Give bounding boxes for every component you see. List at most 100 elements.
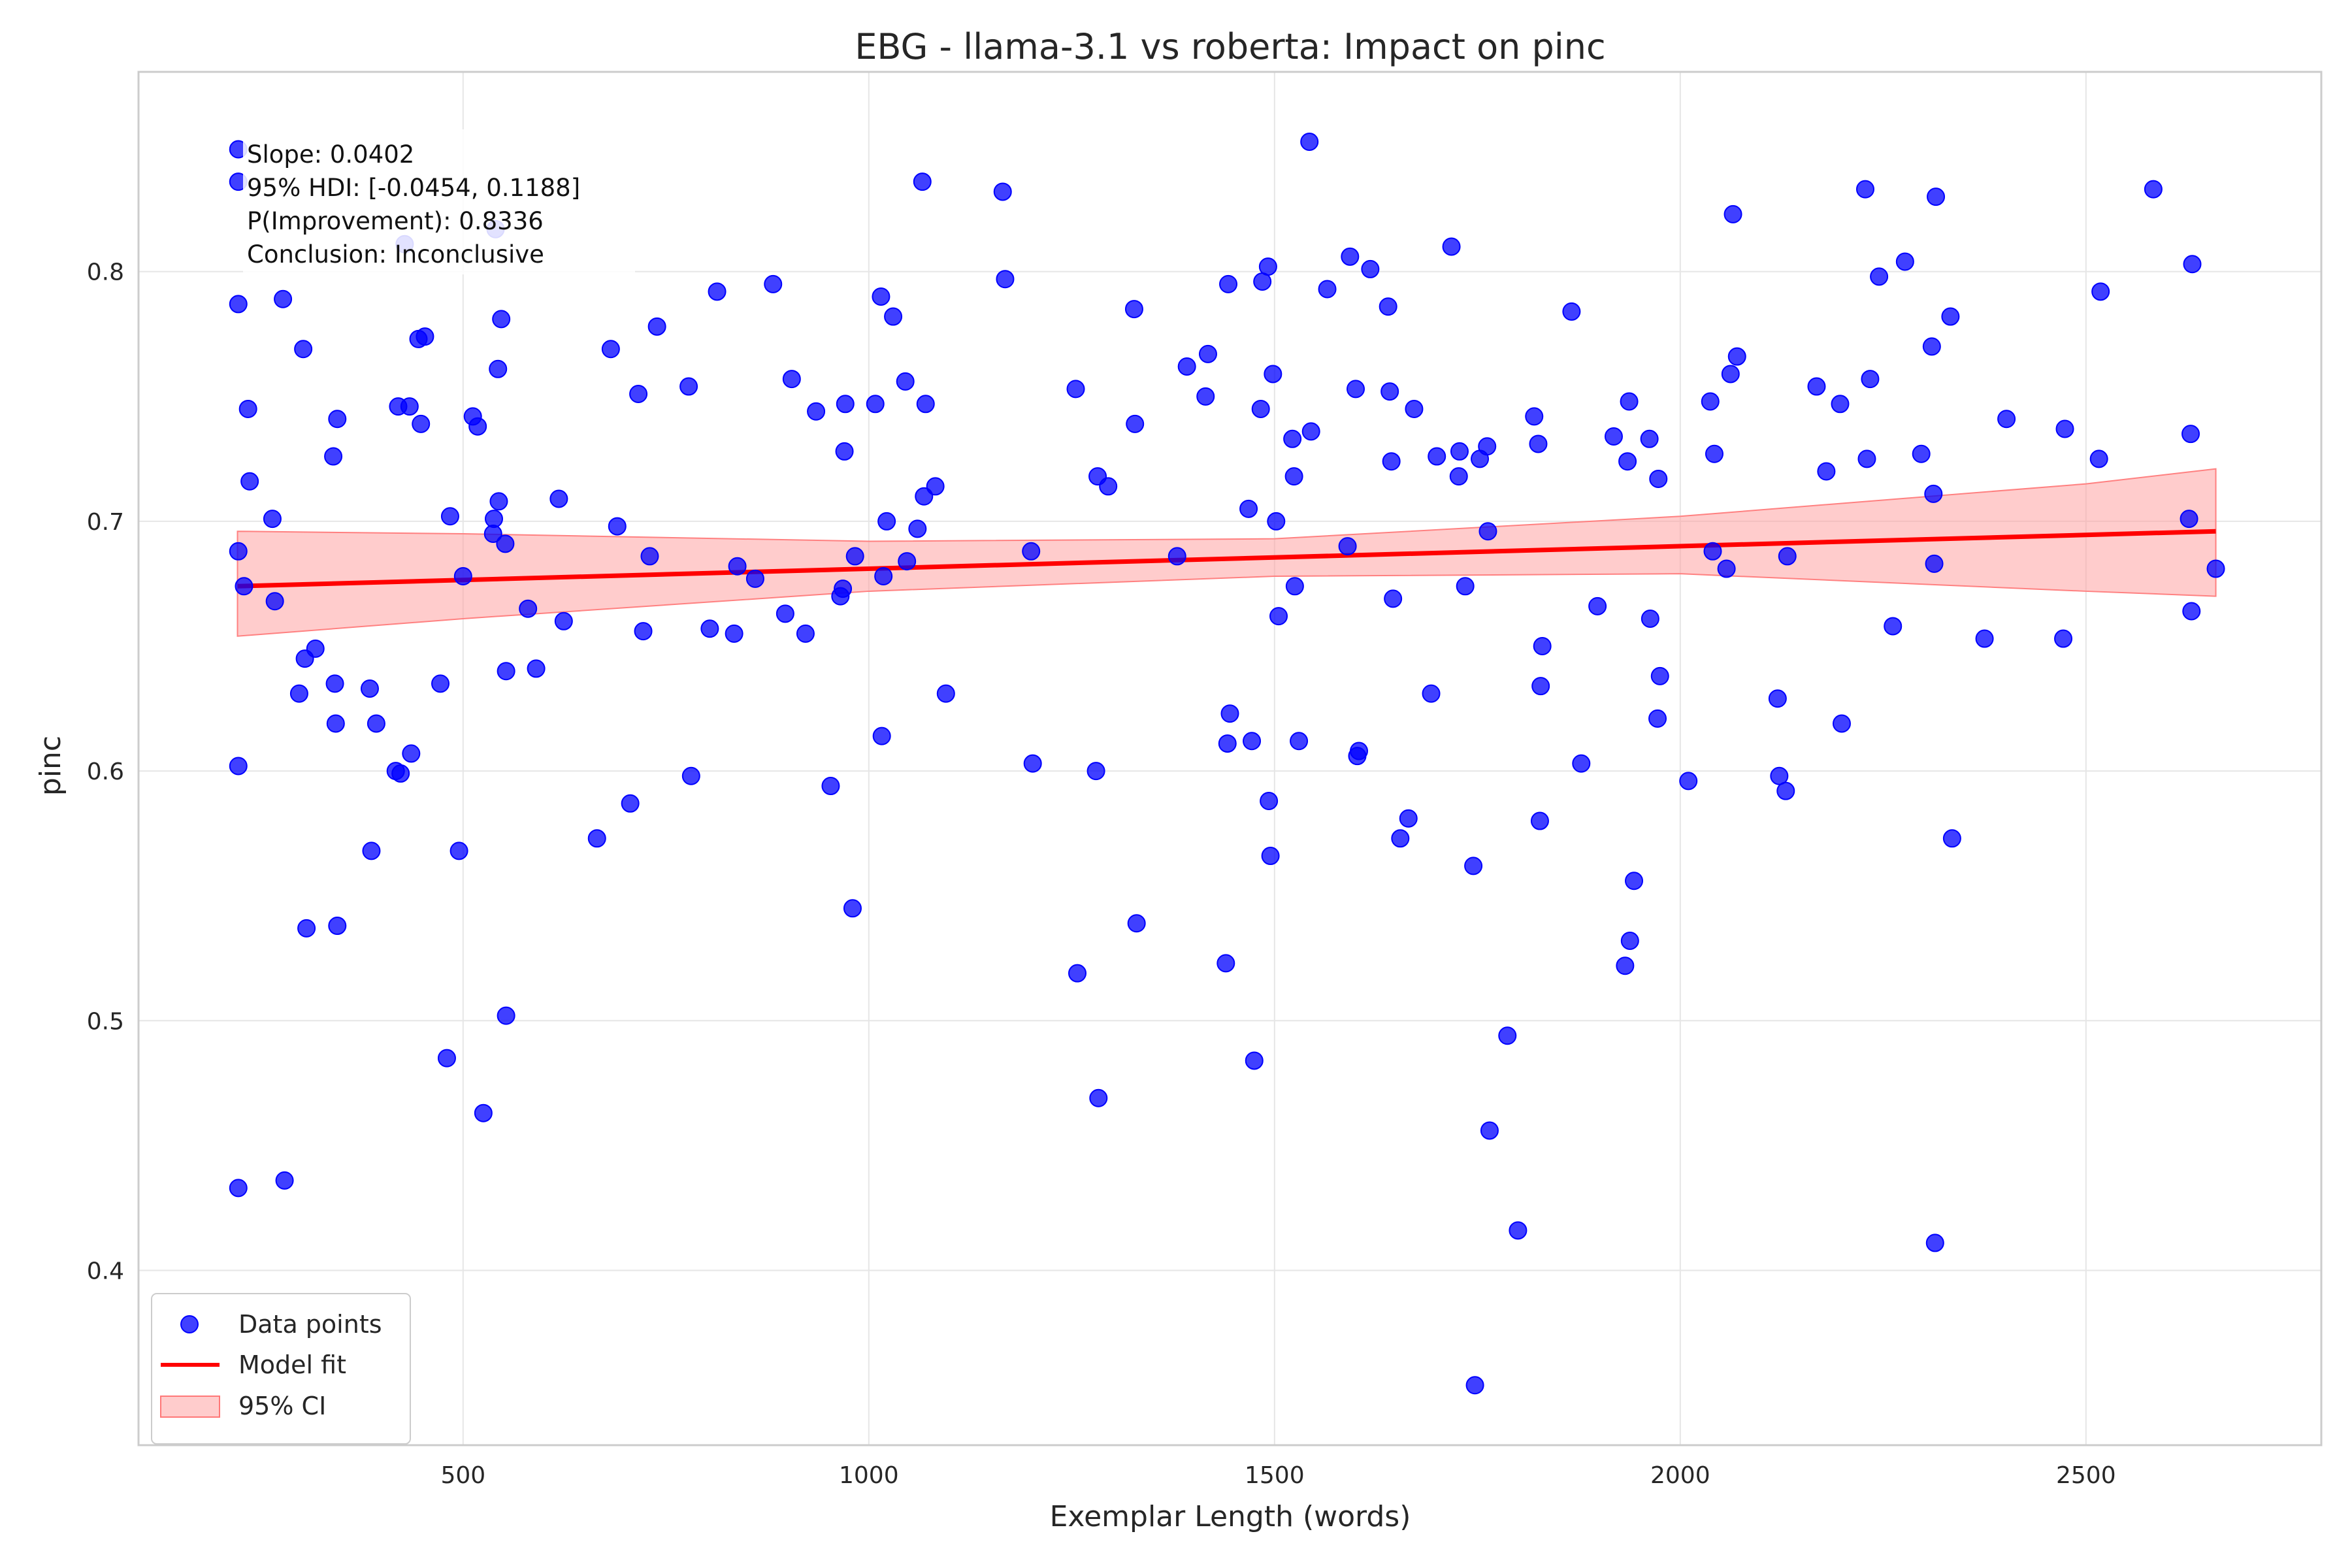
data-point — [1196, 387, 1215, 406]
data-point — [1776, 781, 1795, 800]
data-point — [325, 674, 344, 693]
data-point — [2206, 559, 2225, 578]
data-point — [908, 519, 927, 538]
data-point — [1831, 395, 1850, 414]
data-point — [877, 512, 896, 531]
data-point — [807, 402, 826, 421]
data-point — [1264, 365, 1282, 384]
data-point — [1620, 931, 1639, 950]
data-point — [1480, 1121, 1499, 1140]
data-point — [1391, 829, 1410, 848]
data-point — [1290, 732, 1309, 751]
data-point — [1721, 365, 1740, 384]
data-point — [821, 777, 840, 796]
data-point — [2182, 602, 2201, 621]
data-point — [1126, 414, 1145, 433]
data-point — [2144, 180, 2163, 199]
data-point — [640, 547, 659, 566]
data-point — [1066, 380, 1085, 399]
data-point — [2180, 510, 2198, 529]
data-point — [489, 359, 508, 378]
data-point — [496, 534, 515, 553]
data-point — [2181, 425, 2200, 444]
data-point — [1338, 537, 1357, 556]
y-tick-label: 0.5 — [87, 1008, 124, 1035]
data-point — [519, 599, 538, 618]
data-point — [400, 397, 419, 416]
data-point — [634, 622, 653, 641]
data-point — [1239, 499, 1258, 518]
data-point — [263, 510, 282, 529]
data-point — [1283, 429, 1302, 448]
ci-band — [237, 468, 2217, 637]
data-point — [265, 592, 284, 611]
data-point — [898, 552, 917, 571]
data-point — [1124, 300, 1143, 319]
data-point — [1701, 392, 1720, 411]
data-point — [440, 507, 459, 526]
data-point — [916, 395, 935, 414]
legend-label-data-points: Data points — [238, 1310, 382, 1339]
data-point — [1620, 392, 1639, 411]
data-point — [1925, 554, 1944, 573]
data-point — [1588, 596, 1607, 615]
data-point — [608, 517, 627, 536]
data-point — [1022, 542, 1041, 561]
data-point — [884, 307, 903, 326]
data-point — [776, 604, 794, 623]
data-point — [1509, 1221, 1527, 1240]
data-point — [1924, 484, 1943, 503]
data-point — [1884, 617, 1903, 636]
data-point — [468, 417, 487, 436]
data-point — [1650, 666, 1669, 685]
data-point — [872, 727, 891, 745]
data-point — [1450, 442, 1469, 461]
annotation-box — [243, 129, 635, 274]
data-point — [936, 684, 955, 703]
data-point — [306, 639, 325, 658]
data-point — [1727, 347, 1746, 366]
data-point — [2089, 449, 2108, 468]
data-point — [1533, 637, 1552, 656]
data-point — [1604, 427, 1623, 446]
x-tick-label: 1000 — [839, 1462, 899, 1489]
y-tick-label: 0.6 — [87, 759, 124, 785]
data-point — [1895, 252, 1914, 271]
data-point — [1922, 337, 1941, 356]
data-point — [845, 547, 864, 566]
data-points — [229, 133, 2225, 1395]
data-point — [1219, 274, 1238, 293]
data-point — [1349, 742, 1368, 760]
data-point — [1382, 452, 1401, 471]
data-point — [1679, 772, 1698, 791]
data-point — [782, 370, 801, 389]
data-point — [700, 619, 719, 638]
data-point — [1530, 811, 1549, 830]
data-point — [1562, 302, 1581, 321]
legend-label-ci: 95% CI — [238, 1392, 326, 1420]
data-point — [681, 766, 700, 785]
data-point — [1245, 1051, 1264, 1070]
data-point — [328, 917, 347, 936]
x-axis-label: Exemplar Length (words) — [1050, 1500, 1411, 1533]
data-point — [497, 1006, 515, 1025]
y-tick-label: 0.7 — [87, 509, 124, 536]
data-point — [1997, 410, 2016, 429]
annotation-probability: P(Improvement): 0.8336 — [247, 207, 544, 235]
data-point — [1318, 280, 1337, 299]
data-point — [1384, 589, 1403, 608]
data-point — [1717, 559, 1736, 578]
data-point — [1341, 247, 1360, 266]
data-point — [1220, 704, 1239, 723]
annotation-slope: Slope: 0.0402 — [247, 140, 414, 169]
data-point — [1068, 964, 1087, 983]
data-point — [549, 489, 568, 508]
data-point — [1531, 677, 1550, 696]
data-point — [229, 542, 248, 561]
data-point — [1261, 847, 1280, 866]
data-point — [1941, 307, 1960, 326]
data-point — [297, 919, 316, 938]
data-point — [527, 659, 546, 678]
data-point — [1086, 762, 1105, 781]
data-point — [449, 841, 468, 860]
